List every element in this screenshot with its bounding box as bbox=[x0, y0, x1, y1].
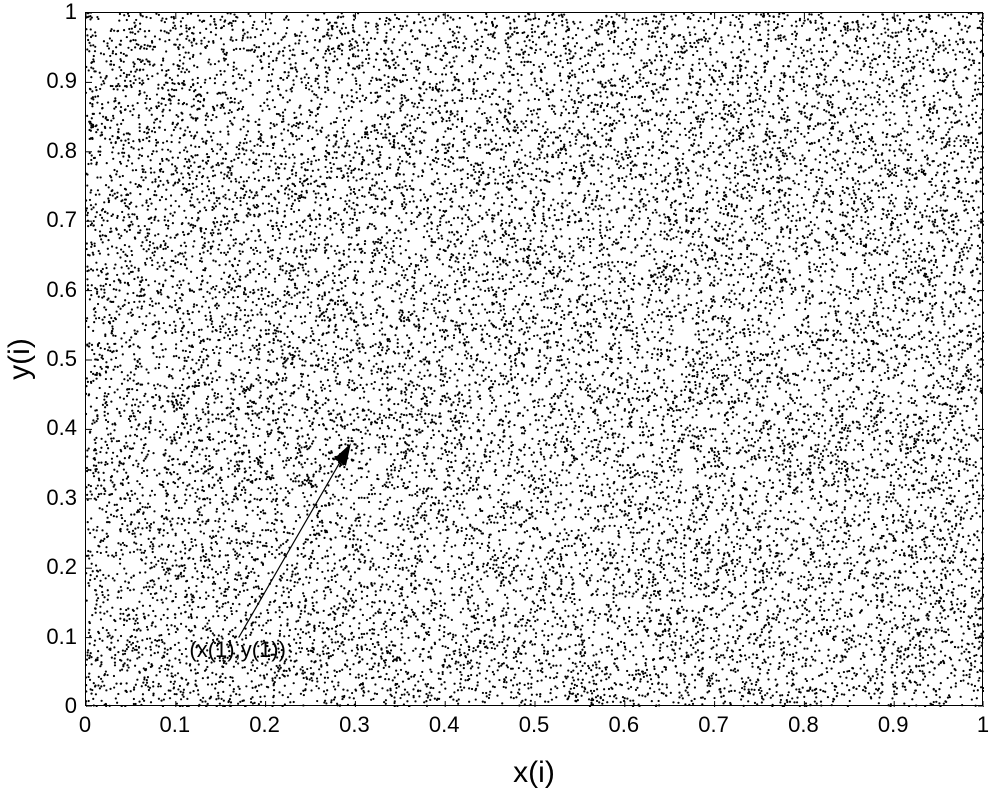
y-tick-label: 0.6 bbox=[46, 277, 77, 303]
scatter-points bbox=[86, 13, 984, 707]
x-tick-label: 0.3 bbox=[339, 712, 370, 738]
y-tick-label: 0.3 bbox=[46, 485, 77, 511]
x-tick-label: 0.1 bbox=[160, 712, 191, 738]
x-tick-label: 0.2 bbox=[249, 712, 280, 738]
x-tick-label: 0.8 bbox=[788, 712, 819, 738]
annotation-label: (x(1),y(1)) bbox=[189, 637, 286, 663]
y-tick-label: 0.4 bbox=[46, 415, 77, 441]
plot-area bbox=[85, 12, 983, 706]
y-tick-label: 0.7 bbox=[46, 207, 77, 233]
x-tick-label: 0.4 bbox=[429, 712, 460, 738]
x-tick-label: 0.6 bbox=[609, 712, 640, 738]
y-tick-label: 0.8 bbox=[46, 138, 77, 164]
scatter-svg bbox=[86, 13, 984, 707]
y-tick-label: 0.5 bbox=[46, 346, 77, 372]
x-tick-label: 1 bbox=[977, 712, 989, 738]
x-tick-label: 0.5 bbox=[519, 712, 550, 738]
x-tick-label: 0.7 bbox=[698, 712, 729, 738]
y-tick-label: 0 bbox=[65, 693, 77, 719]
figure-container: y(i) x(i) (x(1),y(1)) 0 0.1 0.2 0.3 0.4 0.5 0.… bbox=[0, 0, 1000, 811]
x-axis-label: x(i) bbox=[513, 756, 555, 790]
annotation-arrow bbox=[239, 443, 351, 637]
x-tick-label: 0.9 bbox=[878, 712, 909, 738]
y-tick-label: 0.1 bbox=[46, 624, 77, 650]
y-tick-label: 0.2 bbox=[46, 554, 77, 580]
x-tick-label: 0 bbox=[79, 712, 91, 738]
y-tick-label: 0.9 bbox=[46, 68, 77, 94]
y-tick-label: 1 bbox=[65, 0, 77, 25]
y-axis-label: y(i) bbox=[3, 338, 37, 380]
